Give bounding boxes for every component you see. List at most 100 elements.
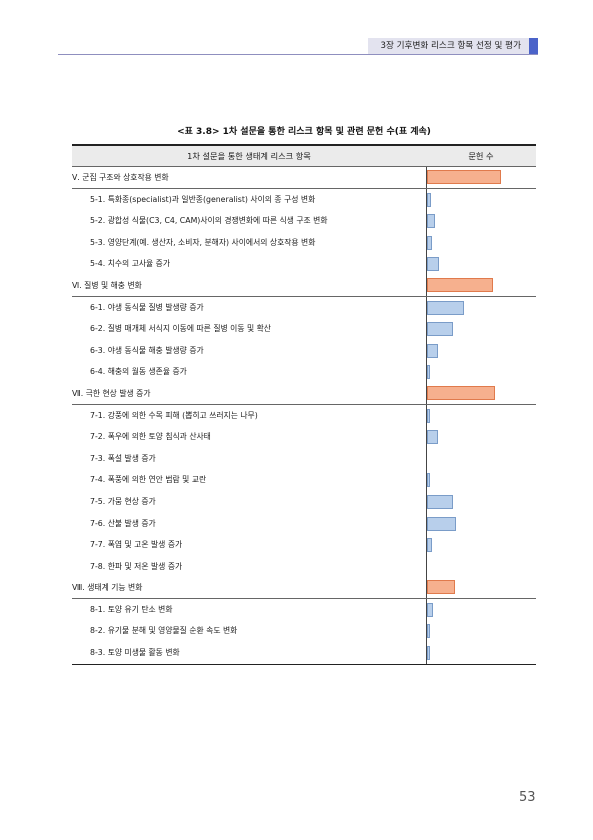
bar-cell bbox=[427, 253, 536, 275]
table-row: 5-1. 특화종(specialist)과 일반종(generalist) 사이… bbox=[72, 189, 536, 211]
table-row: 7-6. 산불 발생 증가 bbox=[72, 513, 536, 535]
item-count-bar bbox=[427, 646, 430, 661]
item-count-bar bbox=[427, 473, 431, 488]
bar-cell bbox=[427, 534, 536, 556]
item-label: 7-5. 가뭄 현상 증가 bbox=[90, 496, 156, 506]
category-count-bar bbox=[427, 170, 502, 184]
item-label: 7-6. 산불 발생 증가 bbox=[90, 518, 156, 528]
item-label: 6-4. 해충의 월동 생존율 증가 bbox=[90, 367, 187, 377]
table-row: 7-1. 강풍에 의한 수목 피해 (뽑히고 쓰러지는 나무) bbox=[72, 405, 536, 427]
item-count-bar bbox=[427, 343, 439, 358]
bar-cell bbox=[427, 189, 536, 211]
table-row: 7-7. 폭염 및 고온 발생 증가 bbox=[72, 534, 536, 556]
item-count-bar bbox=[427, 624, 430, 639]
bar-cell bbox=[427, 297, 536, 319]
item-count-bar bbox=[427, 494, 454, 509]
item-count-bar bbox=[427, 365, 431, 380]
item-label: 5-1. 특화종(specialist)과 일반종(generalist) 사이… bbox=[90, 194, 316, 204]
category-row: Ⅴ. 군집 구조와 상호작용 변화 bbox=[72, 167, 536, 189]
item-label: 5-2. 광합성 식물(C3, C4, CAM)사이의 경쟁변화에 따른 식생 … bbox=[90, 216, 328, 226]
category-label: Ⅵ. 질병 및 해충 변화 bbox=[72, 280, 142, 290]
table-row: 7-2. 폭우에 의한 토양 침식과 산사태 bbox=[72, 426, 536, 448]
table-row: 8-3. 토양 미생물 활동 변화 bbox=[72, 642, 536, 664]
bar-cell bbox=[427, 210, 536, 232]
item-count-bar bbox=[427, 214, 435, 229]
bar-cell bbox=[427, 318, 536, 340]
table-row: 7-5. 가뭄 현상 증가 bbox=[72, 491, 536, 513]
table-row: 8-2. 유기물 분해 및 영양물질 순환 속도 변화 bbox=[72, 620, 536, 642]
item-label: 7-2. 폭우에 의한 토양 침식과 산사태 bbox=[90, 432, 211, 442]
item-label: 8-1. 토양 유기 탄소 변화 bbox=[90, 604, 173, 614]
item-label: 8-2. 유기물 분해 및 영양물질 순환 속도 변화 bbox=[90, 626, 238, 636]
bar-cell bbox=[427, 491, 536, 513]
table-body: Ⅴ. 군집 구조와 상호작용 변화 5-1. 특화종(specialist)과 일… bbox=[72, 167, 536, 665]
category-count-bar bbox=[427, 277, 494, 292]
item-label: 6-3. 야생 동식물 해충 발생량 증가 bbox=[90, 345, 204, 355]
bar-cell bbox=[427, 275, 536, 296]
bar-cell bbox=[427, 361, 536, 383]
table-row: 6-2. 질병 매개체 서식지 이동에 따른 질병 이동 및 확산 bbox=[72, 318, 536, 340]
chapter-title: 3장 기후변화 리스크 항목 선정 및 평가 bbox=[368, 38, 538, 54]
table-row: 7-3. 폭설 발생 증가 bbox=[72, 448, 536, 470]
table-row: 8-1. 토양 유기 탄소 변화 bbox=[72, 599, 536, 621]
item-count-bar bbox=[427, 538, 432, 553]
item-label: 6-1. 야생 동식물 질병 발생량 증가 bbox=[90, 302, 204, 312]
item-count-bar bbox=[427, 516, 456, 531]
item-count-bar bbox=[427, 408, 430, 423]
table-row: 6-1. 야생 동식물 질병 발생량 증가 bbox=[72, 297, 536, 319]
bar-cell bbox=[427, 167, 536, 188]
table-row: 6-3. 야생 동식물 해충 발생량 증가 bbox=[72, 340, 536, 362]
table-caption: <표 3.8> 1차 설문을 통한 리스크 항목 및 관련 문헌 수(표 계속) bbox=[177, 127, 431, 137]
bar-cell bbox=[427, 620, 536, 642]
item-count-bar bbox=[427, 322, 453, 337]
table-row: 7-4. 폭풍에 의한 연안 범람 및 교란 bbox=[72, 469, 536, 491]
table-row: 5-4. 치수의 고사율 증가 bbox=[72, 253, 536, 275]
item-count-bar bbox=[427, 430, 439, 445]
item-label: 6-2. 질병 매개체 서식지 이동에 따른 질병 이동 및 확산 bbox=[90, 324, 271, 334]
item-count-bar bbox=[427, 235, 432, 250]
item-label: 7-4. 폭풍에 의한 연안 범람 및 교란 bbox=[90, 475, 207, 485]
header-risk-items: 1차 설문을 통한 생태계 리스크 항목 bbox=[187, 151, 311, 161]
item-count-bar bbox=[427, 602, 434, 617]
risk-table: 1차 설문을 통한 생태계 리스크 항목 문헌 수 Ⅴ. 군집 구조와 상호작용… bbox=[72, 144, 536, 665]
bar-cell bbox=[427, 340, 536, 362]
bar-cell bbox=[427, 426, 536, 448]
header-literature-count: 문헌 수 bbox=[468, 151, 494, 161]
header-rule bbox=[58, 54, 538, 55]
category-count-bar bbox=[427, 580, 455, 595]
item-count-bar bbox=[427, 192, 431, 207]
item-count-bar bbox=[427, 257, 439, 272]
item-label: 5-4. 치수의 고사율 증가 bbox=[90, 259, 171, 269]
bar-cell bbox=[427, 556, 536, 578]
bar-cell bbox=[427, 599, 536, 621]
table-row: 7-8. 한파 및 저온 발생 증가 bbox=[72, 556, 536, 578]
running-header: 3장 기후변화 리스크 항목 선정 및 평가 bbox=[58, 38, 538, 57]
item-label: 8-3. 토양 미생물 활동 변화 bbox=[90, 648, 180, 658]
item-label: 5-3. 영양단계(예. 생산자, 소비자, 분해자) 사이에서의 상호작용 변… bbox=[90, 237, 316, 247]
category-row: Ⅶ. 극한 현상 발생 증가 bbox=[72, 383, 536, 405]
category-row: Ⅷ. 생태계 기능 변화 bbox=[72, 577, 536, 599]
column-divider bbox=[426, 167, 427, 664]
category-label: Ⅷ. 생태계 기능 변화 bbox=[72, 583, 143, 593]
category-row: Ⅵ. 질병 및 해충 변화 bbox=[72, 275, 536, 297]
item-label: 7-8. 한파 및 저온 발생 증가 bbox=[90, 561, 183, 571]
item-count-bar bbox=[427, 300, 464, 315]
page-number: 53 bbox=[519, 790, 536, 805]
item-label: 7-3. 폭설 발생 증가 bbox=[90, 453, 156, 463]
bar-cell bbox=[427, 448, 536, 470]
bar-cell bbox=[427, 469, 536, 491]
table-row: 6-4. 해충의 월동 생존율 증가 bbox=[72, 361, 536, 383]
category-label: Ⅶ. 극한 현상 발생 증가 bbox=[72, 388, 151, 398]
bar-cell bbox=[427, 513, 536, 535]
item-label: 7-1. 강풍에 의한 수목 피해 (뽑히고 쓰러지는 나무) bbox=[90, 410, 258, 420]
table-row: 5-3. 영양단계(예. 생산자, 소비자, 분해자) 사이에서의 상호작용 변… bbox=[72, 232, 536, 254]
bar-cell bbox=[427, 405, 536, 427]
bar-cell bbox=[427, 577, 536, 598]
table-row: 5-2. 광합성 식물(C3, C4, CAM)사이의 경쟁변화에 따른 식생 … bbox=[72, 210, 536, 232]
bar-cell bbox=[427, 642, 536, 664]
table-header: 1차 설문을 통한 생태계 리스크 항목 문헌 수 bbox=[72, 144, 536, 167]
item-label: 7-7. 폭염 및 고온 발생 증가 bbox=[90, 540, 183, 550]
bar-cell bbox=[427, 383, 536, 404]
category-count-bar bbox=[427, 385, 495, 400]
bar-cell bbox=[427, 232, 536, 254]
